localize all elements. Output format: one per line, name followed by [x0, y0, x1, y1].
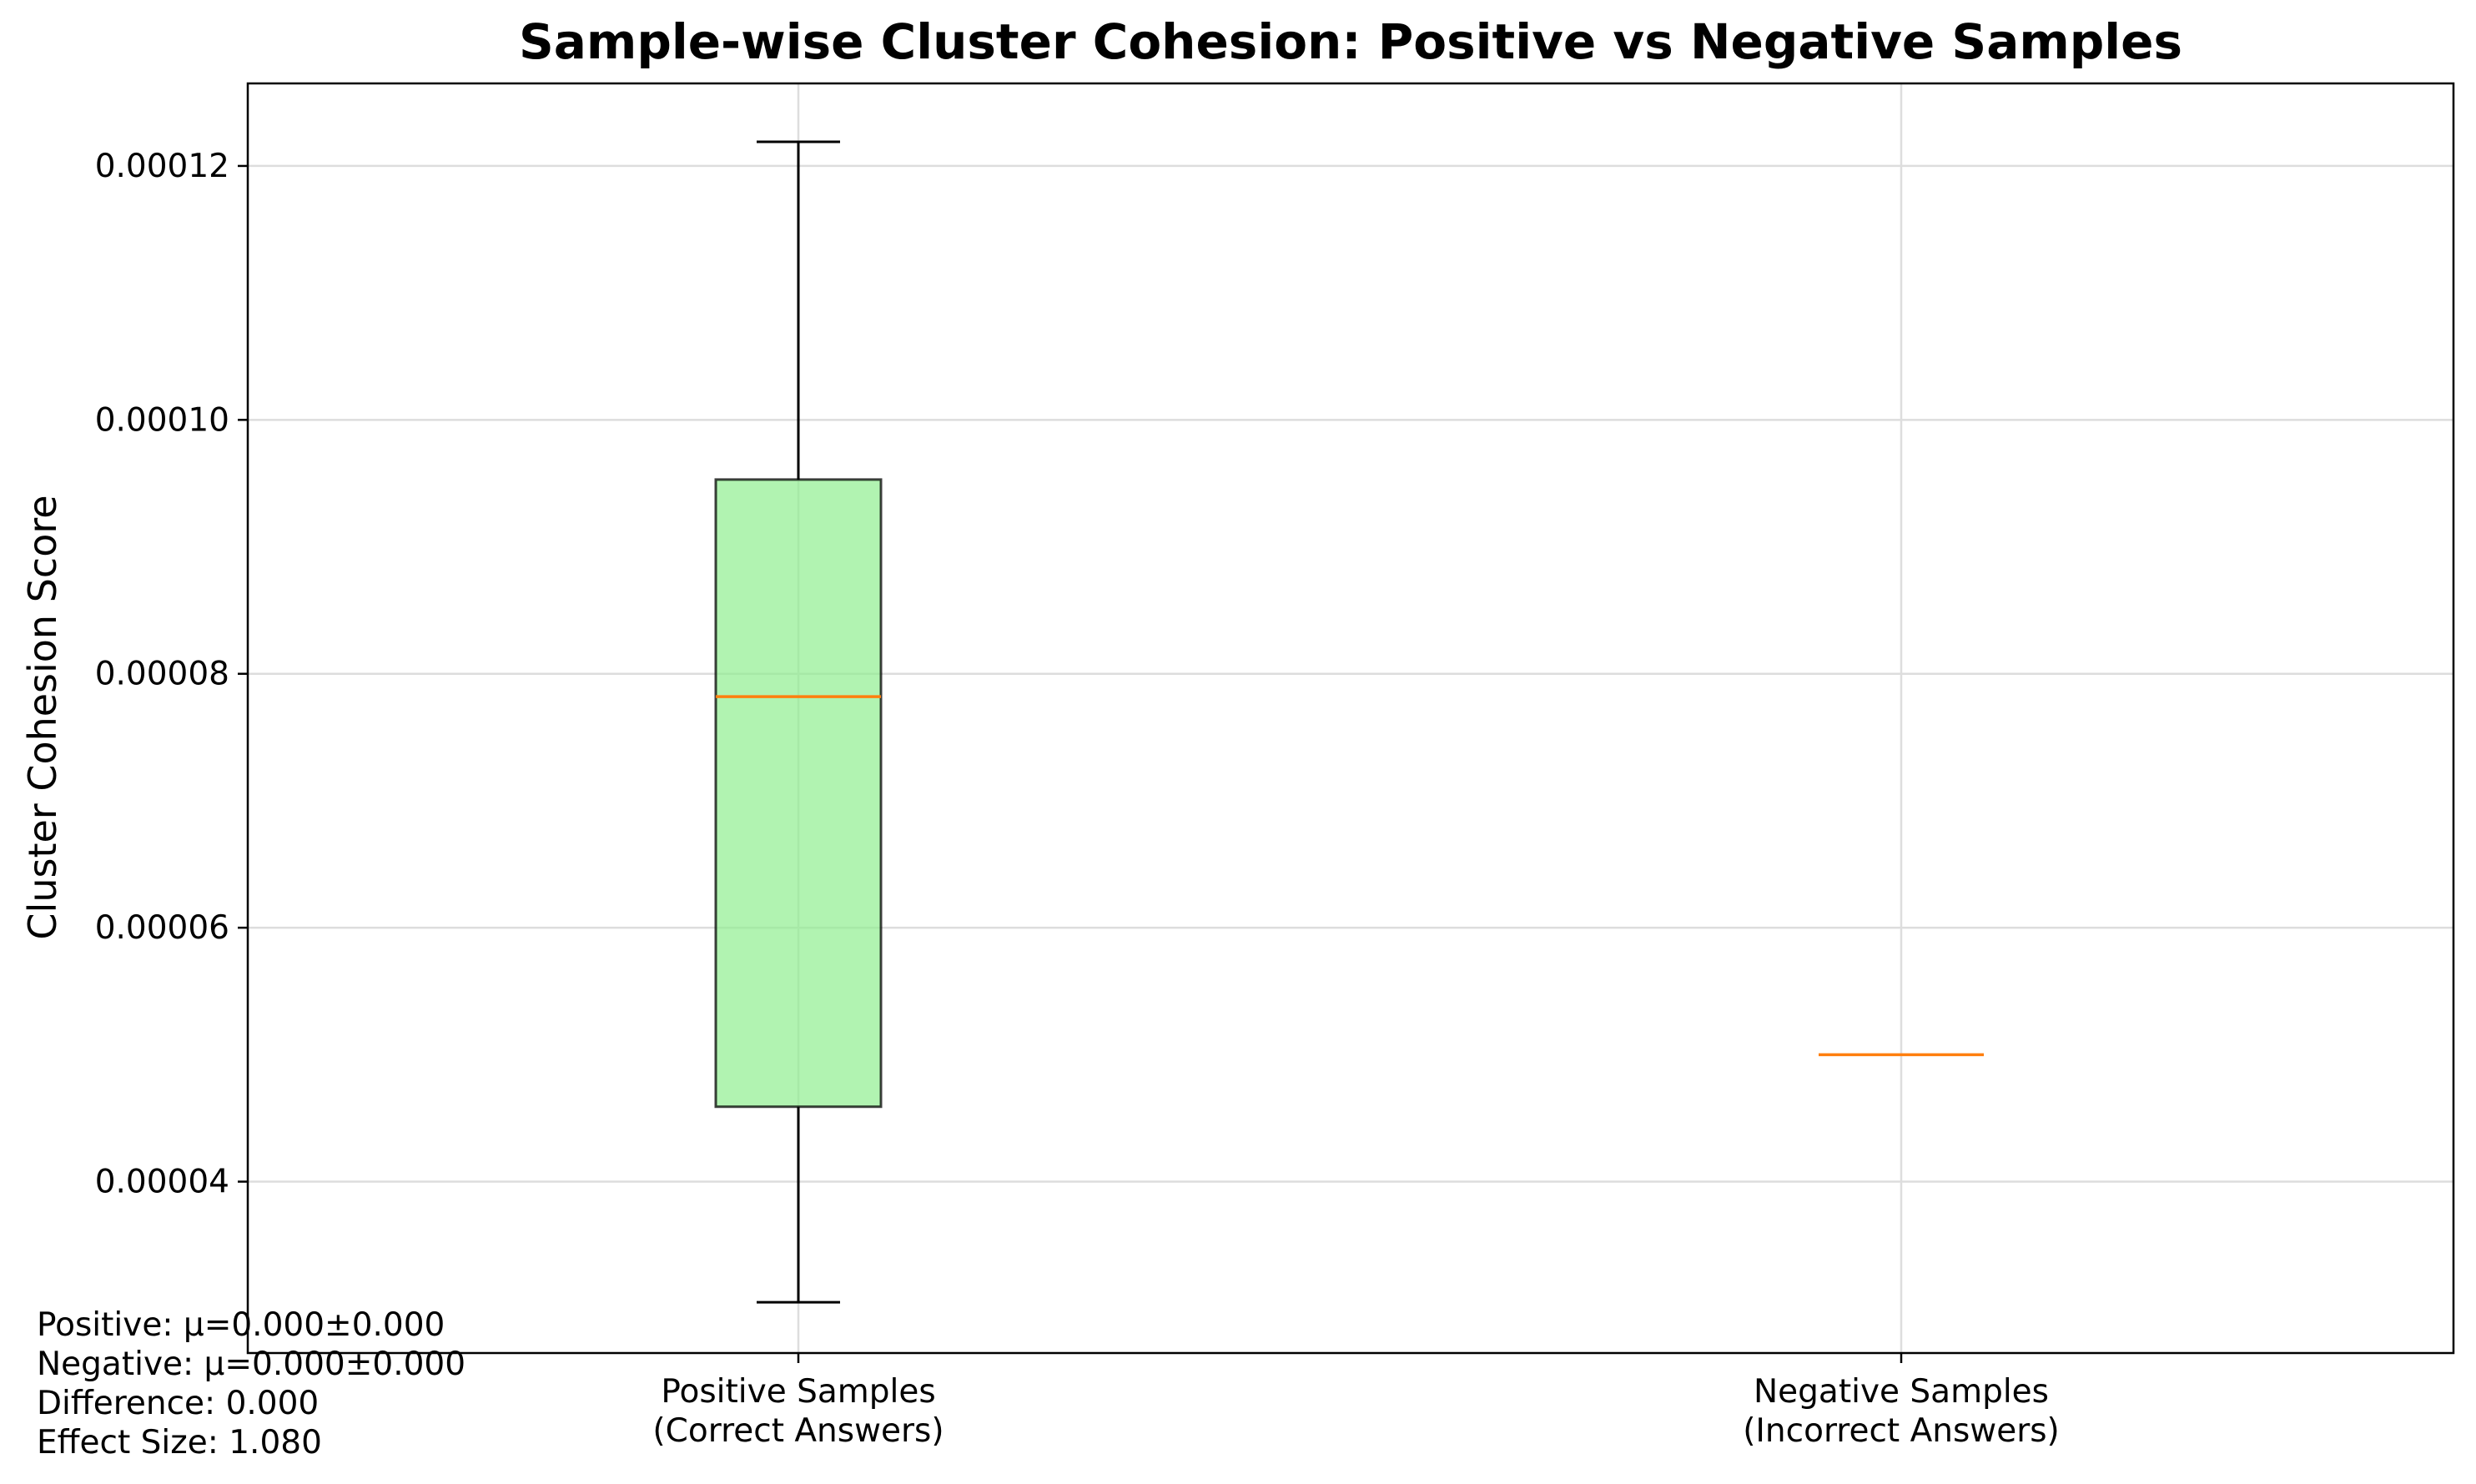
y-tick-label: 0.00006	[95, 909, 229, 947]
x-tick-label: (Incorrect Answers)	[1743, 1412, 2060, 1450]
stat-difference: Difference: 0.000	[37, 1385, 320, 1422]
stats-annotation: Positive: μ=0.000±0.000 Negative: μ=0.00…	[37, 1305, 466, 1462]
stat-positive: Positive: μ=0.000±0.000	[37, 1306, 445, 1344]
y-tick-label: 0.00010	[95, 401, 229, 439]
x-tick-label: Negative Samples	[1754, 1373, 2049, 1411]
tick-layer: 0.00004 0.00006 0.00008 0.00010 0.00012 Posit…	[95, 148, 2060, 1450]
stat-effect-size: Effect Size: 1.080	[37, 1424, 322, 1461]
grid-layer	[248, 83, 2453, 1353]
box-layer	[714, 140, 1984, 1304]
y-axis-label: Cluster Cohesion Score	[20, 495, 65, 939]
box-0	[714, 140, 883, 1304]
x-tick-label: Positive Samples	[661, 1373, 935, 1411]
chart-title: Sample-wise Cluster Cohesion: Positive v…	[519, 13, 2182, 70]
plot-frame	[246, 82, 2455, 1355]
stat-negative: Negative: μ=0.000±0.000	[37, 1346, 466, 1383]
x-tick-label: (Correct Answers)	[652, 1412, 944, 1450]
box-iqr	[714, 478, 883, 1109]
y-tick-label: 0.00012	[95, 148, 229, 185]
y-tick-label: 0.00008	[95, 656, 229, 693]
y-tick-label: 0.00004	[95, 1164, 229, 1201]
